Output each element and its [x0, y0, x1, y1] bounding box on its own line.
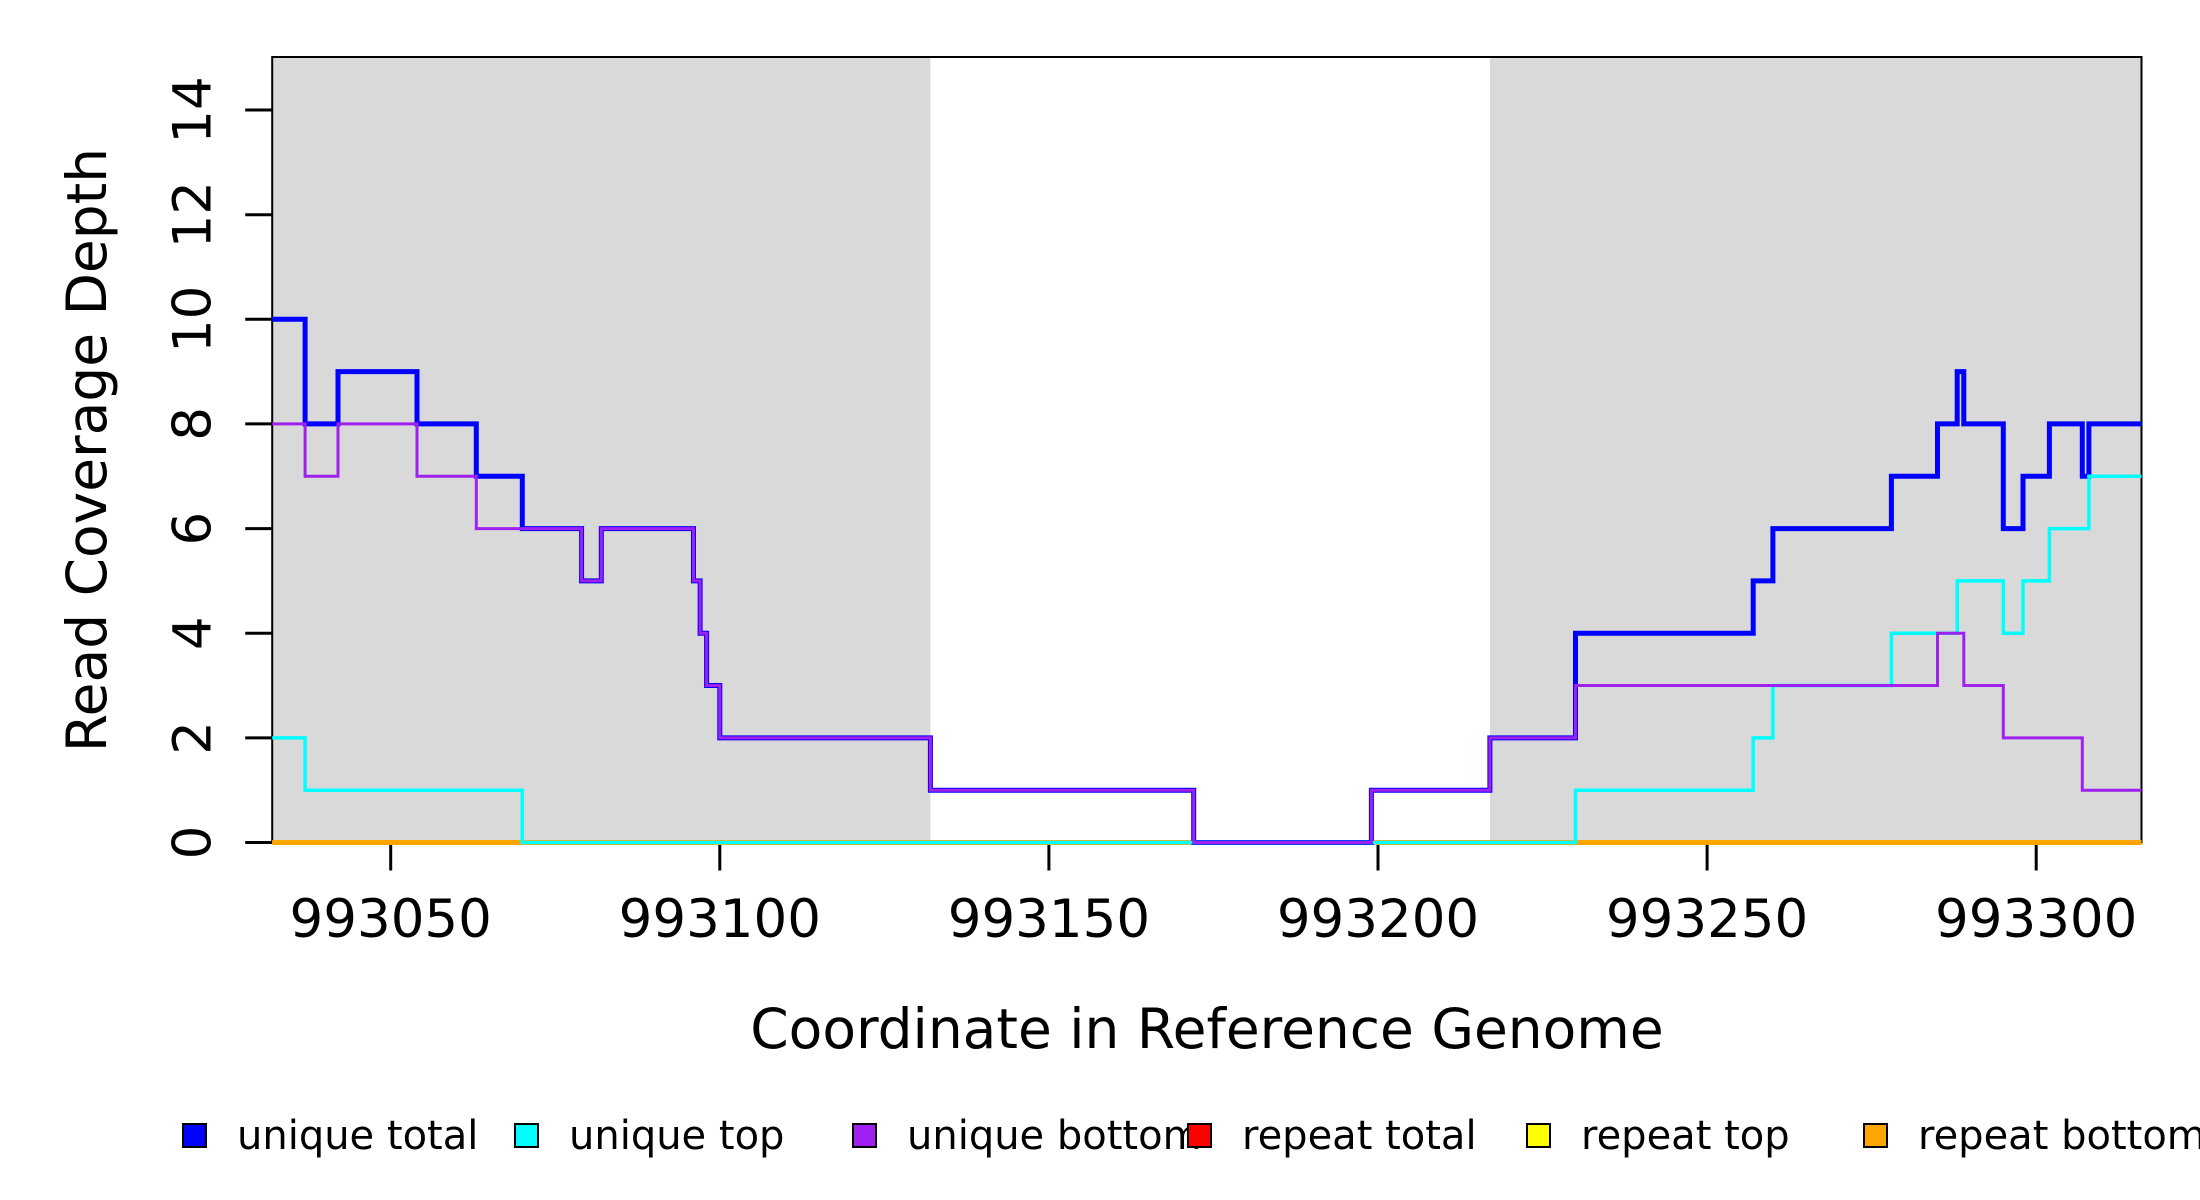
legend-swatch-unique-total [182, 1123, 207, 1148]
y-axis-tick-label: 10 [163, 286, 224, 353]
legend-label-repeat-bottom: repeat bottom [1918, 1113, 2200, 1159]
x-axis-tick-label: 993100 [619, 889, 821, 950]
legend-label-unique-bottom: unique bottom [907, 1113, 1202, 1159]
x-axis-tick-label: 993150 [948, 889, 1150, 950]
y-axis-tick-label: 8 [163, 407, 224, 441]
y-axis-tick-label: 4 [163, 616, 224, 650]
legend-swatch-repeat-total [1187, 1123, 1212, 1148]
x-axis-tick-label: 993250 [1606, 889, 1808, 950]
shaded-region-0 [272, 57, 931, 844]
y-axis-tick-label: 2 [163, 721, 224, 755]
x-axis-tick-label: 993300 [1935, 889, 2137, 950]
legend-label-unique-top: unique top [569, 1113, 784, 1159]
legend-swatch-unique-top [514, 1123, 539, 1148]
legend-swatch-repeat-top [1526, 1123, 1551, 1148]
legend-label-repeat-top: repeat top [1581, 1113, 1790, 1159]
x-axis-tick-label: 993200 [1277, 889, 1479, 950]
series-unique-bottom [272, 422, 2142, 844]
y-axis-tick-label: 14 [163, 76, 224, 143]
legend-swatch-repeat-bottom [1863, 1123, 1888, 1148]
shaded-region-1 [1489, 57, 2142, 844]
series-unique-top [272, 474, 2142, 845]
y-axis-tick-label: 0 [163, 826, 224, 860]
y-axis-title: Read Coverage Depth [55, 148, 119, 752]
legend-swatch-unique-bottom [852, 1123, 877, 1148]
x-axis-tick-label: 993050 [290, 889, 492, 950]
legend-label-repeat-total: repeat total [1242, 1113, 1477, 1159]
x-axis-title: Coordinate in Reference Genome [750, 997, 1663, 1061]
y-axis-tick-label: 6 [163, 512, 224, 546]
y-axis-tick-label: 12 [163, 181, 224, 248]
legend-label-unique-total: unique total [237, 1113, 478, 1159]
